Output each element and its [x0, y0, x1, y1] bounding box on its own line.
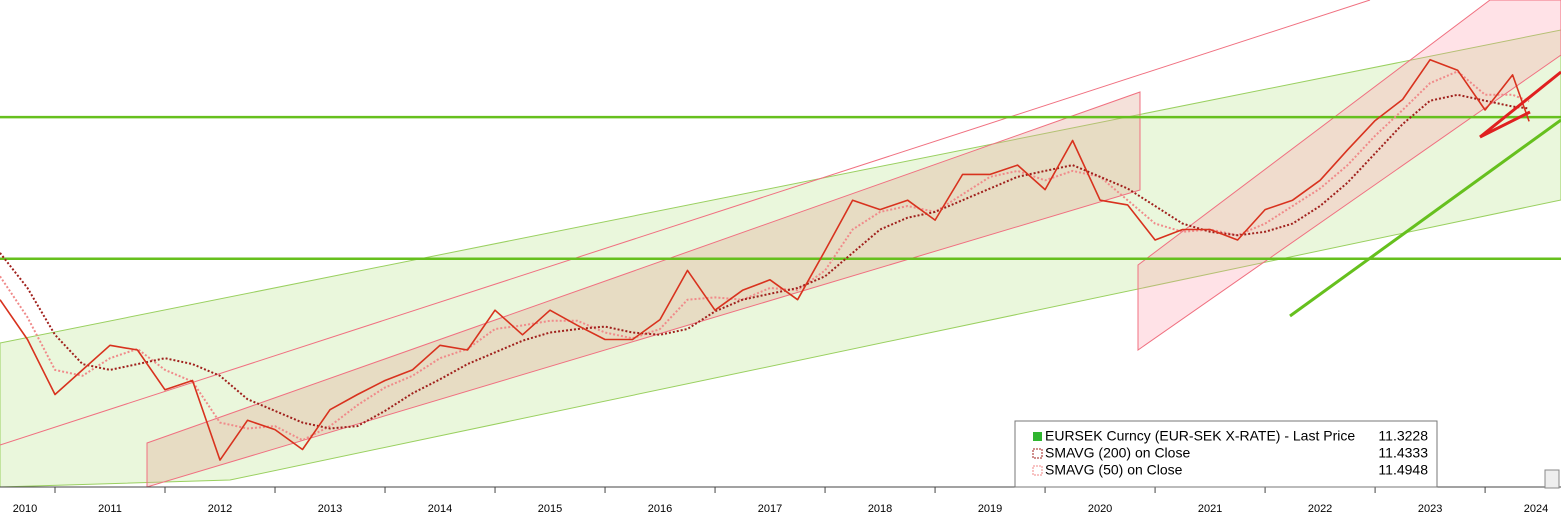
- x-tick-label: 2012: [208, 503, 232, 515]
- legend-swatch: [1032, 448, 1043, 459]
- x-tick-label: 2020: [1088, 503, 1112, 515]
- x-tick-label: 2022: [1308, 503, 1332, 515]
- x-tick-label: 2015: [538, 503, 562, 515]
- legend-box: [1014, 420, 1438, 488]
- legend-label: SMAVG (200) on Close: [1045, 445, 1190, 461]
- x-tick-label: 2024: [1524, 503, 1548, 515]
- x-tick-label: 2017: [758, 503, 782, 515]
- legend-swatch: [1033, 432, 1042, 441]
- legend-swatch: [1032, 465, 1043, 476]
- trend-line: [1479, 70, 1561, 139]
- legend-label: EURSEK Curncy (EUR-SEK X-RATE) - Last Pr…: [1045, 428, 1355, 444]
- trend-line: [1479, 110, 1531, 139]
- trend-line: [0, 0, 1371, 446]
- legend-value: 11.3228: [1378, 428, 1428, 444]
- x-tick-label: 2018: [868, 503, 892, 515]
- trend-channel: [146, 91, 1141, 488]
- x-tick-label: 2011: [98, 503, 122, 515]
- legend-label: SMAVG (50) on Close: [1045, 462, 1183, 478]
- x-axis-ticks: 2010 2011 2012 2013 2014 2015 2016 2017 2018 2019…: [13, 487, 1548, 515]
- plot-area: [0, 58, 1561, 461]
- legend-value: 11.4333: [1378, 445, 1428, 461]
- trend-line: [1289, 118, 1561, 318]
- x-tick-label: 2019: [978, 503, 1002, 515]
- series-line: [0, 70, 1530, 442]
- x-tick-label: 2016: [648, 503, 672, 515]
- x-tick-label: 2013: [318, 503, 342, 515]
- x-tick-label: 2014: [428, 503, 452, 515]
- legend-value: 11.4948: [1378, 462, 1428, 478]
- x-tick-label: 2021: [1198, 503, 1222, 515]
- scroll-icon[interactable]: [1544, 469, 1560, 489]
- trend-channel: [1137, 0, 1561, 351]
- x-tick-label: 2010: [13, 503, 37, 515]
- series-line: [0, 58, 1530, 461]
- x-tick-label: 2023: [1418, 503, 1442, 515]
- legend: EURSEK Curncy (EUR-SEK X-RATE) - Last Pr…: [1014, 420, 1438, 488]
- series-line: [0, 93, 1530, 430]
- x-axis-band: [0, 487, 1561, 515]
